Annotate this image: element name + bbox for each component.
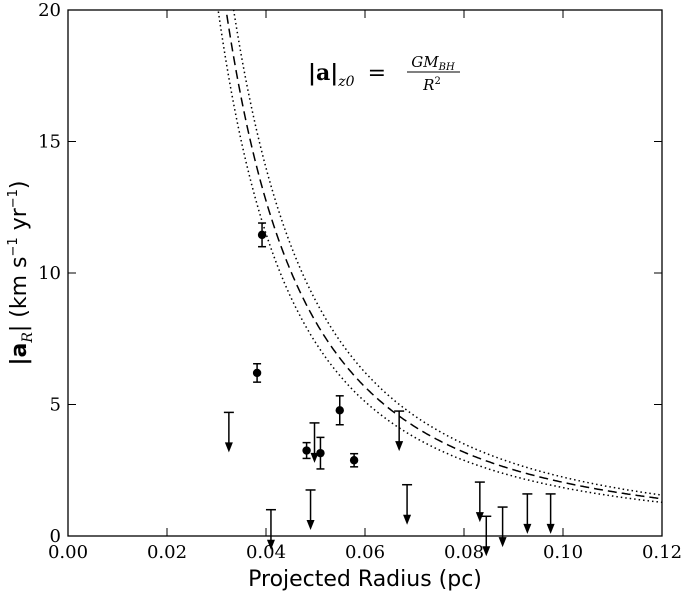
x-tick-label: 0.02 <box>147 542 187 563</box>
limit-head <box>498 537 507 548</box>
marker <box>257 230 267 240</box>
x-tick-label: 0.06 <box>345 542 385 563</box>
x-tick-label: 0.10 <box>543 542 583 563</box>
y-tick-label: 5 <box>50 395 61 416</box>
plot-frame <box>67 9 663 537</box>
model-curve-upper <box>232 10 662 496</box>
y-tick-label: 10 <box>38 263 61 284</box>
detection-point <box>252 362 262 383</box>
model-curve-central <box>225 10 662 500</box>
upper-limit-arrow <box>402 483 413 525</box>
limit-head <box>523 523 532 534</box>
limit-head <box>395 441 404 452</box>
equation-annotation: |a|z0 = GMBH R2 <box>308 53 460 94</box>
upper-limit-arrow <box>474 481 485 523</box>
x-tick-label: 0.04 <box>246 542 286 563</box>
svg-text:|a|z0 =: |a|z0 = <box>308 60 386 92</box>
upper-limit-arrow <box>305 489 316 530</box>
limit-head <box>482 546 491 557</box>
limit-head <box>546 523 555 534</box>
data-points <box>223 222 556 557</box>
detection-point <box>349 452 359 468</box>
upper-limit-arrow <box>265 508 276 550</box>
y-tick-label: 0 <box>50 526 61 547</box>
upper-limit-arrow <box>223 411 234 453</box>
y-axis-ticks: 0 5 10 15 20 <box>38 0 662 547</box>
limit-head <box>310 452 319 463</box>
marker <box>302 446 311 455</box>
upper-limit-arrow <box>309 422 320 463</box>
x-tick-label: 0.00 <box>48 542 88 563</box>
model-curves <box>217 10 662 504</box>
upper-limit-arrow <box>394 410 405 452</box>
limit-head <box>475 512 484 523</box>
model-curve-lower <box>217 10 662 504</box>
y-tick-label: 20 <box>38 0 61 21</box>
y-tick-label: 15 <box>38 132 61 153</box>
svg-text:|aR| (km s−1 yr−1): |aR| (km s−1 yr−1) <box>6 180 36 365</box>
x-tick-label: 0.12 <box>642 542 682 563</box>
limit-head <box>306 519 315 530</box>
detection-point <box>257 222 267 248</box>
marker <box>316 448 325 458</box>
limit-head <box>266 539 275 550</box>
svg-text:R2: R2 <box>422 76 441 94</box>
svg-text:GMBH: GMBH <box>411 53 455 73</box>
detection-point <box>316 436 325 470</box>
upper-limit-arrow <box>481 515 492 557</box>
detection-point <box>335 395 344 426</box>
limit-head <box>224 442 233 453</box>
marker <box>252 368 262 378</box>
limit-head <box>403 514 412 525</box>
x-axis-label: Projected Radius (pc) <box>248 567 482 592</box>
x-tick-label: 0.08 <box>444 542 484 563</box>
y-axis-label: |aR| (km s−1 yr−1) <box>6 180 36 365</box>
upper-limit-arrow <box>497 506 508 548</box>
x-axis-ticks: 0.00 0.02 0.04 0.06 0.08 0.10 0.12 <box>48 10 682 563</box>
marker <box>349 456 359 465</box>
marker <box>335 406 344 415</box>
upper-limit-arrow <box>545 493 556 534</box>
upper-limit-arrow <box>522 493 533 534</box>
detection-point <box>302 441 311 460</box>
